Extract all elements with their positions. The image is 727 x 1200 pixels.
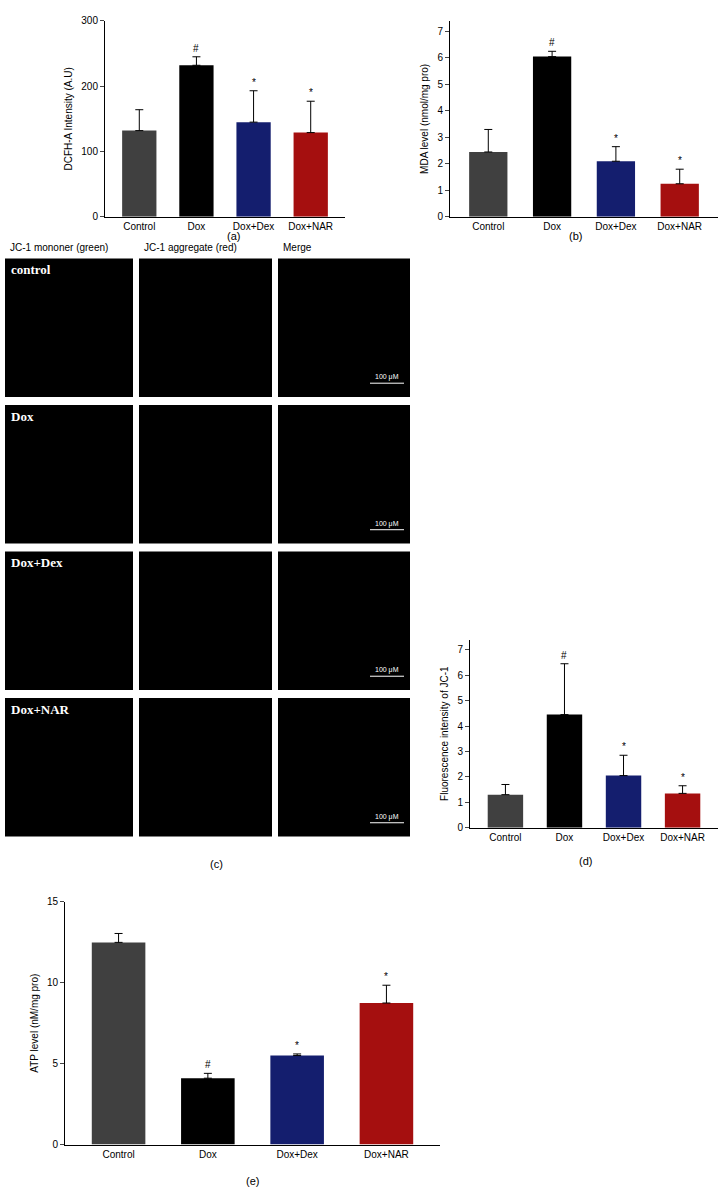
svg-text:*: * <box>681 772 685 783</box>
svg-text:*: * <box>678 155 682 166</box>
svg-text:0: 0 <box>92 211 98 222</box>
svg-text:*: * <box>295 1040 299 1051</box>
svg-text:*: * <box>384 971 388 982</box>
svg-text:Dox+NAR: Dox+NAR <box>288 221 333 232</box>
svg-text:MDA level (nmol/mg pro): MDA level (nmol/mg pro) <box>419 64 430 174</box>
svg-text:Dox+Dex: Dox+Dex <box>233 221 274 232</box>
svg-text:100 μM: 100 μM <box>375 666 399 674</box>
svg-text:1: 1 <box>437 185 443 196</box>
svg-text:Dox: Dox <box>199 1149 217 1160</box>
svg-text:6: 6 <box>437 52 443 63</box>
svg-text:Control: Control <box>123 221 155 232</box>
svg-text:7: 7 <box>437 26 443 37</box>
svg-text:(e): (e) <box>246 1175 259 1187</box>
svg-text:100 μM: 100 μM <box>375 813 399 821</box>
svg-text:3: 3 <box>457 746 463 757</box>
svg-text:100 μM: 100 μM <box>375 373 399 381</box>
svg-text:DCFH-A Intensity (A.U): DCFH-A Intensity (A.U) <box>63 67 74 170</box>
svg-text:2: 2 <box>457 771 463 782</box>
svg-text:(a): (a) <box>227 230 240 242</box>
svg-text:7: 7 <box>457 644 463 655</box>
svg-text:Control: Control <box>472 221 504 232</box>
svg-text:3: 3 <box>437 132 443 143</box>
svg-text:Dox+Dex: Dox+Dex <box>276 1149 317 1160</box>
svg-text:*: * <box>309 87 313 98</box>
svg-text:Dox: Dox <box>188 221 206 232</box>
svg-text:#: # <box>205 1059 211 1070</box>
svg-text:1: 1 <box>457 797 463 808</box>
svg-text:Merge: Merge <box>283 242 312 253</box>
svg-text:(c): (c) <box>210 858 223 870</box>
svg-text:#: # <box>193 43 199 54</box>
svg-text:5: 5 <box>437 79 443 90</box>
svg-text:(d): (d) <box>579 855 592 867</box>
svg-text:Fluorescence intensity of JC-1: Fluorescence intensity of JC-1 <box>439 666 450 801</box>
svg-text:4: 4 <box>457 721 463 732</box>
svg-text:0: 0 <box>437 211 443 222</box>
svg-text:JC-1 mononer (green): JC-1 mononer (green) <box>10 242 108 253</box>
svg-text:(b): (b) <box>569 230 582 242</box>
svg-text:*: * <box>252 77 256 88</box>
svg-text:Dox+Dex: Dox+Dex <box>603 832 644 843</box>
svg-text:6: 6 <box>457 670 463 681</box>
svg-text:300: 300 <box>81 15 98 26</box>
svg-text:JC-1 aggregate (red): JC-1 aggregate (red) <box>144 242 237 253</box>
svg-text:0: 0 <box>52 1139 58 1150</box>
svg-text:Control: Control <box>489 832 521 843</box>
svg-text:5: 5 <box>457 695 463 706</box>
svg-text:ATP level (nM/mg pro): ATP level (nM/mg pro) <box>29 974 40 1073</box>
svg-text:#: # <box>561 650 567 661</box>
svg-text:100: 100 <box>81 146 98 157</box>
svg-text:2: 2 <box>437 158 443 169</box>
svg-text:*: * <box>614 133 618 144</box>
svg-text:Dox+Dex: Dox+Dex <box>595 221 636 232</box>
svg-text:200: 200 <box>81 81 98 92</box>
svg-text:Dox: Dox <box>11 409 34 424</box>
svg-text:Dox+NAR: Dox+NAR <box>364 1149 409 1160</box>
svg-text:100 μM: 100 μM <box>375 520 399 528</box>
svg-text:Dox+Dex: Dox+Dex <box>11 555 63 570</box>
svg-text:Dox+NAR: Dox+NAR <box>660 832 705 843</box>
svg-text:Dox: Dox <box>556 832 574 843</box>
svg-text:Dox: Dox <box>543 221 561 232</box>
svg-text:Control: Control <box>102 1149 134 1160</box>
svg-text:Dox+NAR: Dox+NAR <box>657 221 702 232</box>
svg-text:Dox+NAR: Dox+NAR <box>11 702 70 717</box>
svg-text:0: 0 <box>457 822 463 833</box>
svg-text:15: 15 <box>47 896 59 907</box>
svg-text:5: 5 <box>52 1058 58 1069</box>
svg-text:4: 4 <box>437 105 443 116</box>
svg-text:control: control <box>11 262 51 277</box>
svg-text:#: # <box>549 37 555 48</box>
svg-text:*: * <box>622 741 626 752</box>
svg-text:10: 10 <box>47 977 59 988</box>
